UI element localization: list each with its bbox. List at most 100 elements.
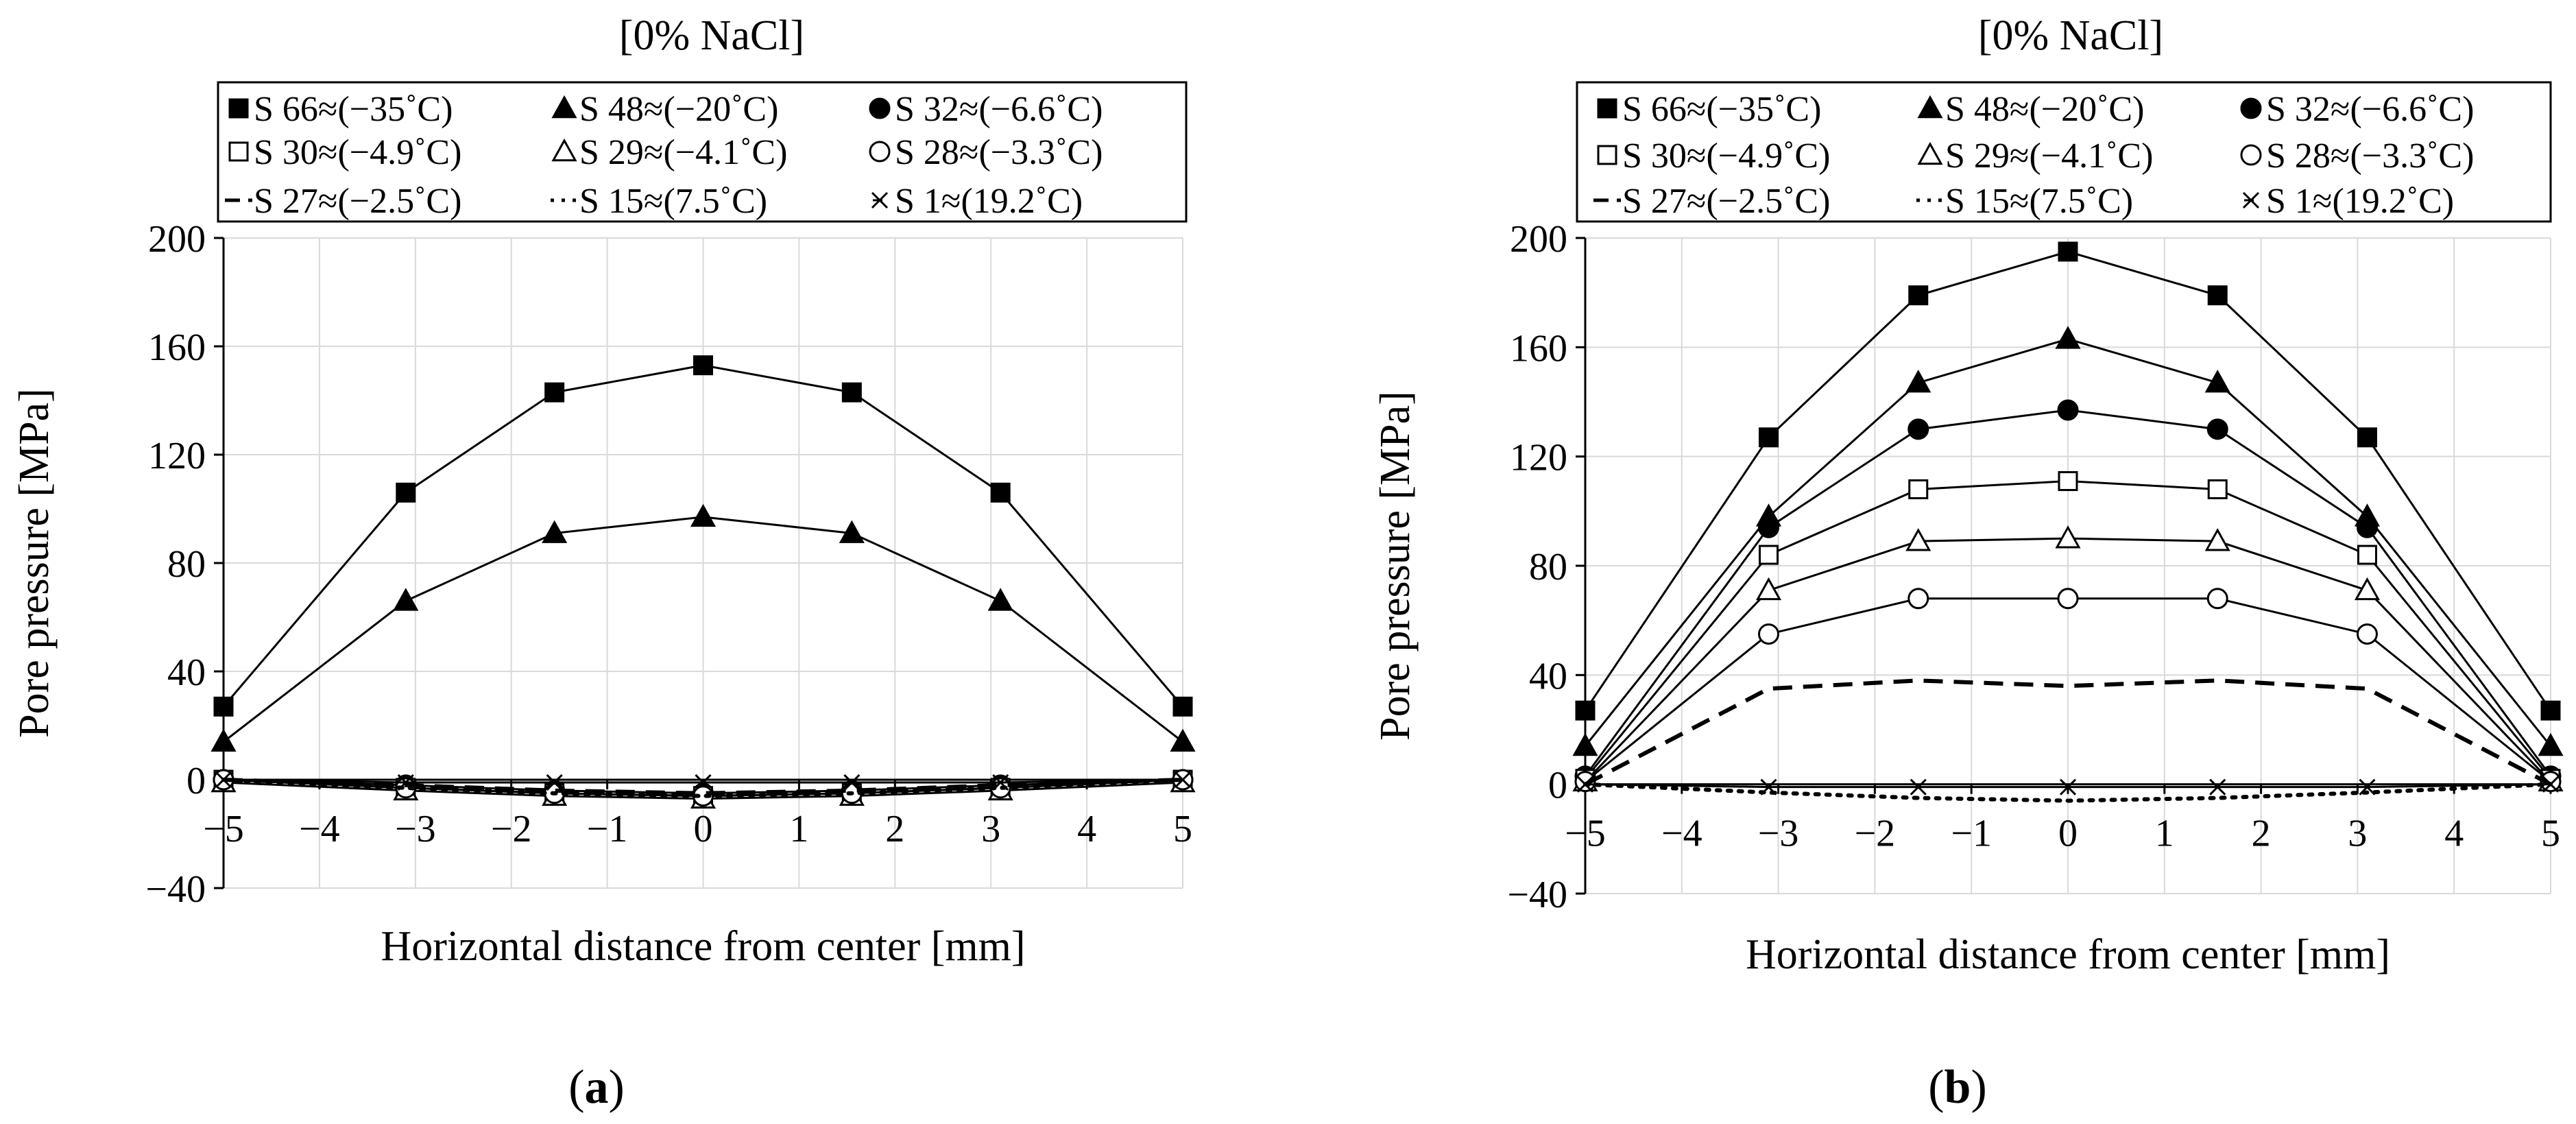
- data-point: [695, 774, 712, 791]
- data-point: [1905, 528, 1931, 551]
- data-point: [1575, 700, 1596, 721]
- chart-panel-b: [0% NaCl] −40 0 40 80 120 160 200 −5 −4 −3 −2 −1 0 1 2 3…: [1372, 12, 2564, 978]
- data-point: [1910, 778, 1927, 796]
- data-point: [1576, 776, 1594, 793]
- legend-swatch-5: [2240, 144, 2262, 166]
- y-tick-label: 160: [148, 326, 206, 369]
- data-point: [210, 728, 237, 752]
- y-tick-label: 0: [1548, 765, 1567, 807]
- x-tick-label: 2: [885, 808, 904, 850]
- y-tick-label: 120: [148, 435, 206, 477]
- data-point: [992, 774, 1009, 791]
- legend-swatch-2: [869, 97, 891, 119]
- legend-entry-label: S 29≈(−4.1˚C): [579, 133, 787, 172]
- data-point: [1755, 577, 1782, 601]
- data-point: [2206, 418, 2228, 440]
- legend-swatch-8: [871, 191, 889, 209]
- legend-entry-label: S 30≈(−4.9˚C): [254, 133, 461, 172]
- y-tick-label: 200: [148, 218, 206, 261]
- legend-entry-label: S 29≈(−4.1˚C): [1945, 136, 2153, 176]
- series-line: [221, 778, 1185, 798]
- data-point: [1758, 516, 1780, 538]
- legend-entry-label: S 28≈(−3.3˚C): [895, 133, 1103, 172]
- data-point: [546, 774, 563, 791]
- legend: S 66≈(−35˚C) S 48≈(−20˚C) S 32≈(−6.6˚C) S 3…: [217, 81, 1188, 223]
- legend-entry-label: S 66≈(−35˚C): [254, 90, 453, 129]
- x-axis-label: Horizontal distance from center [mm]: [1746, 931, 2390, 978]
- data-point: [2207, 285, 2228, 306]
- data-point: [2209, 778, 2226, 796]
- x-tick-label: 1: [2155, 813, 2174, 855]
- data-point: [2057, 588, 2079, 610]
- x-tick-label: −1: [1951, 813, 1992, 855]
- data-point: [2357, 545, 2377, 565]
- legend-entry-label: S 32≈(−6.6˚C): [895, 90, 1103, 129]
- data-point: [1174, 771, 1192, 789]
- data-point: [1907, 588, 1929, 610]
- data-point: [2207, 479, 2228, 499]
- x-tick-label: −4: [1661, 813, 1702, 855]
- data-point: [213, 696, 234, 717]
- data-point: [1759, 545, 1779, 565]
- legend-entry-label: S 28≈(−3.3˚C): [2266, 136, 2474, 176]
- data-point: [2357, 427, 2377, 448]
- x-tick-label: −3: [395, 808, 436, 850]
- data-point: [2542, 776, 2560, 793]
- data-point: [1172, 696, 1193, 717]
- chart-title: [0% NaCl]: [1978, 12, 2163, 59]
- legend-swatch-3: [1597, 145, 1617, 165]
- series-1: [210, 503, 1196, 752]
- data-point: [839, 520, 865, 543]
- data-point: [1170, 728, 1196, 752]
- data-point: [1572, 732, 1598, 756]
- x-tick-label: 3: [981, 808, 1000, 850]
- legend-swatch-3: [228, 141, 249, 162]
- data-point: [2359, 778, 2376, 796]
- data-point: [1908, 479, 1929, 499]
- legend-entry-label: S 48≈(−20˚C): [1945, 90, 2144, 129]
- x-tick-label: −5: [203, 808, 244, 850]
- data-point: [544, 382, 565, 403]
- legend-entry-label: S 1≈(19.2˚C): [895, 182, 1083, 221]
- legend-entry-label: S 15≈(7.5˚C): [579, 182, 767, 221]
- legend-swatch-1: [551, 95, 577, 119]
- x-tick-label: −3: [1758, 813, 1799, 855]
- data-point: [2055, 326, 2081, 349]
- data-point: [2058, 471, 2078, 492]
- series-7: [1583, 782, 2553, 803]
- y-tick-label: −40: [145, 868, 206, 911]
- series-0: [213, 355, 1193, 717]
- data-point: [841, 382, 862, 403]
- series-line: [1583, 782, 2553, 803]
- series-0: [1575, 241, 2561, 721]
- y-tick-label: 120: [1510, 437, 1567, 479]
- x-tick-label: −4: [299, 808, 340, 850]
- x-tick-label: 2: [2252, 813, 2271, 855]
- legend-swatch-0: [1597, 98, 1617, 119]
- legend-swatch-5: [869, 141, 891, 163]
- y-tick-label: 160: [1510, 327, 1567, 370]
- data-point: [1758, 623, 1780, 645]
- data-point: [2354, 577, 2381, 601]
- data-point: [2204, 370, 2230, 393]
- data-point: [2540, 700, 2561, 721]
- data-point: [843, 774, 860, 791]
- data-point: [2055, 525, 2081, 549]
- x-tick-label: 0: [694, 808, 713, 850]
- legend-entry-label: S 30≈(−4.9˚C): [1622, 136, 1830, 176]
- data-point: [393, 588, 419, 611]
- data-point: [690, 503, 717, 527]
- x-tick-label: 1: [789, 808, 808, 850]
- data-point: [2538, 732, 2564, 756]
- x-tick-label: 5: [2541, 813, 2560, 855]
- data-point: [2206, 588, 2228, 610]
- data-point: [396, 482, 416, 503]
- series-7: [221, 778, 1185, 798]
- data-point: [2356, 516, 2378, 538]
- data-point: [990, 482, 1011, 503]
- x-tick-label: 4: [1077, 808, 1096, 850]
- data-point: [987, 588, 1013, 611]
- x-tick-label: −2: [491, 808, 532, 850]
- x-tick-label: 3: [2348, 813, 2367, 855]
